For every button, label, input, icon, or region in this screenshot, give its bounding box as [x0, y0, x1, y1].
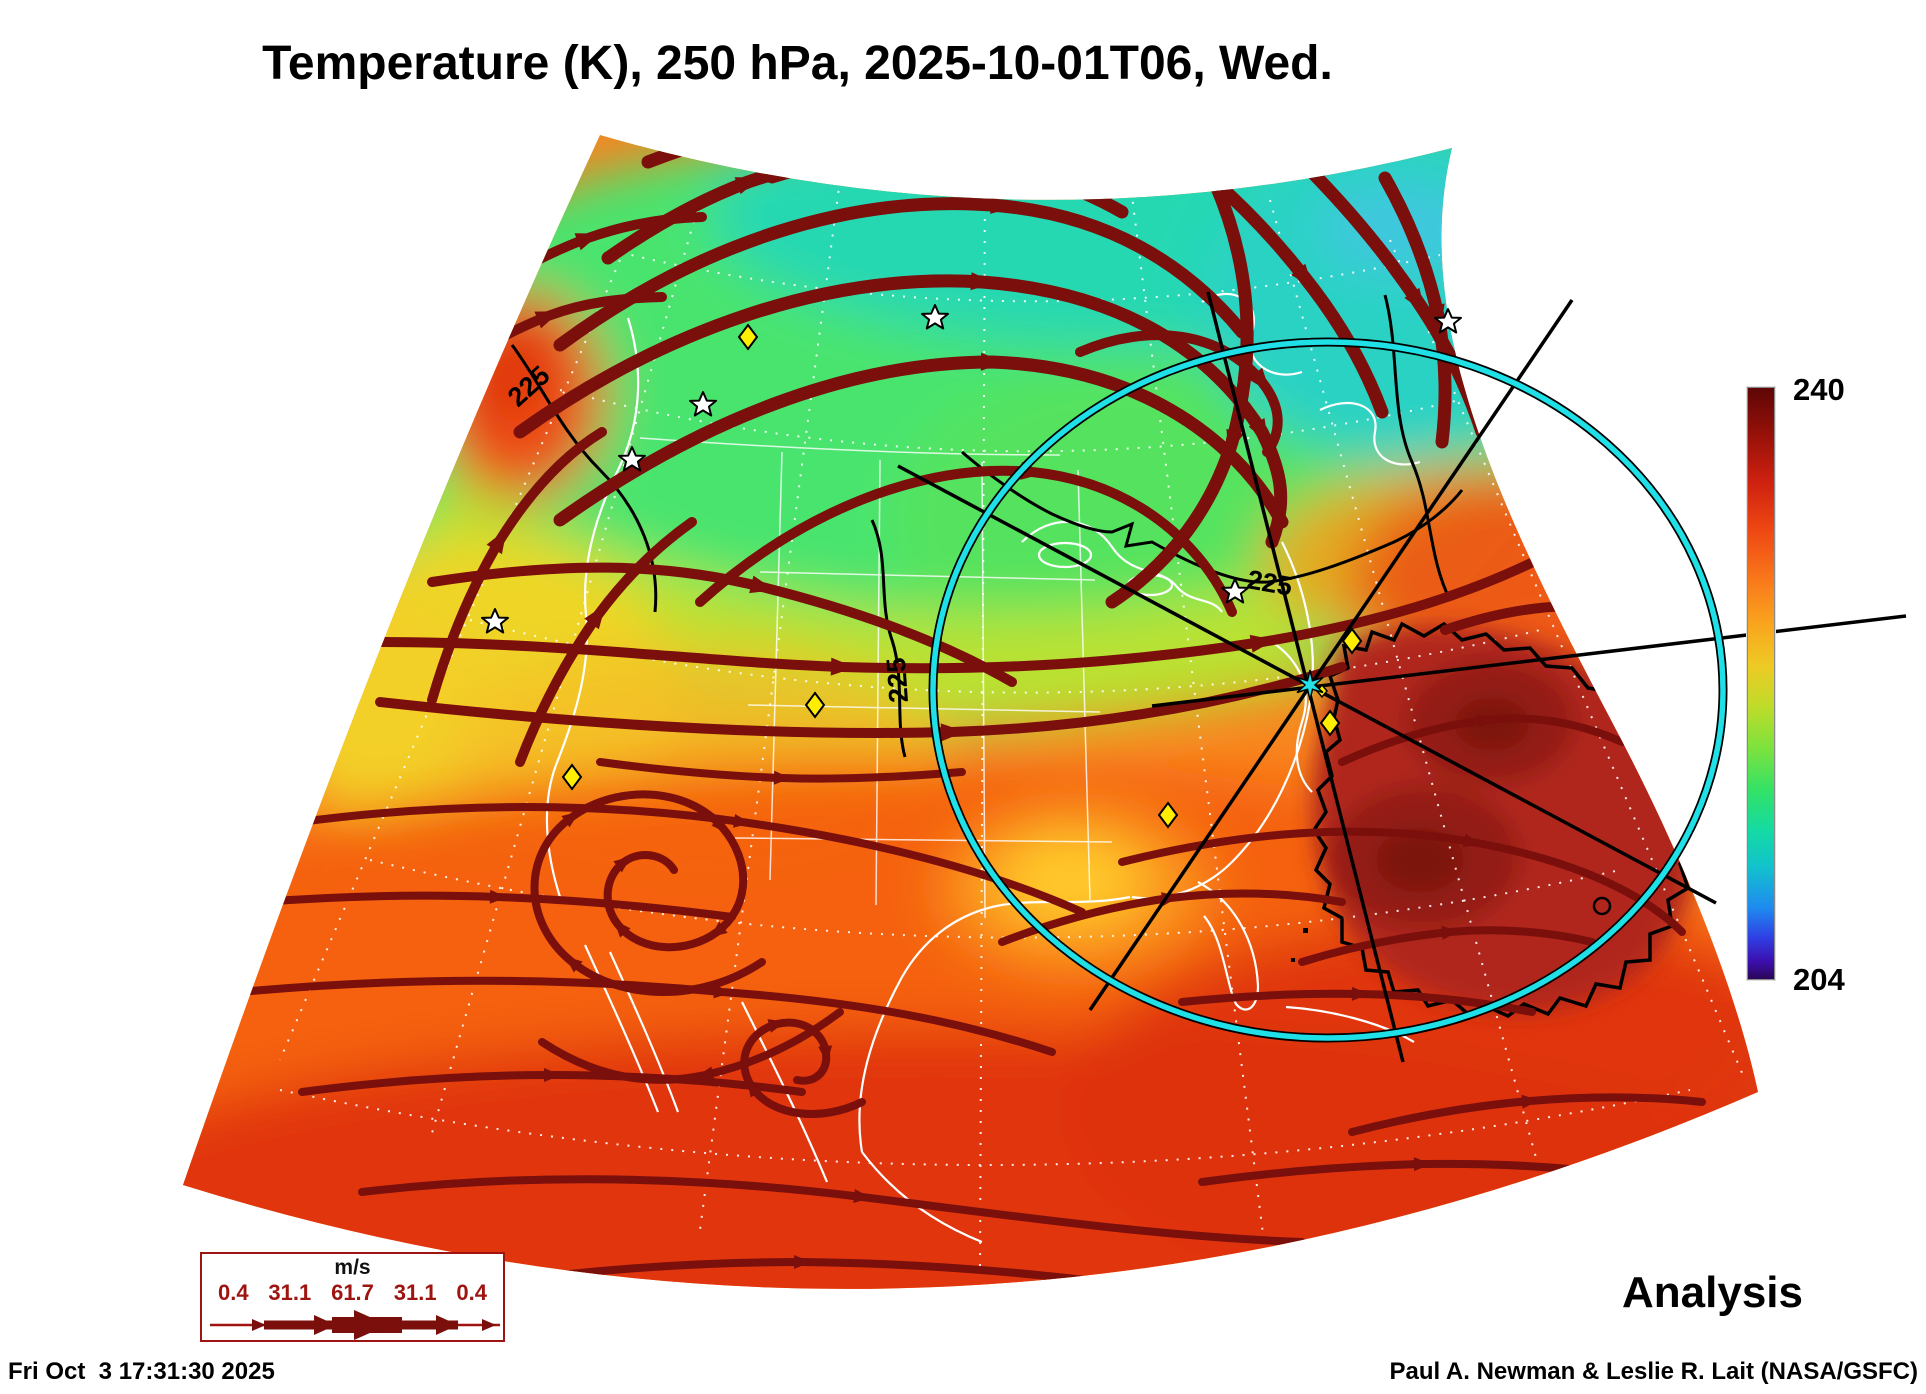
star-marker	[481, 608, 509, 634]
star-markers	[481, 304, 1462, 634]
range-ring	[928, 337, 1728, 1043]
diamond-marker	[1341, 627, 1363, 655]
diamond-marker	[1157, 801, 1179, 829]
contour-label-225-plains: 225	[881, 657, 914, 704]
streamlines	[236, 135, 1716, 1286]
diamond-marker	[1319, 709, 1341, 737]
temperature-field	[183, 135, 1758, 1289]
wind-legend-value: 31.1	[393, 1280, 437, 1305]
star-marker	[689, 391, 717, 417]
colorbar-max-label: 240	[1793, 372, 1845, 407]
diamond-marker	[561, 763, 583, 791]
credit-line: Paul A. Newman & Leslie R. Lait (NASA/GS…	[1389, 1358, 1918, 1385]
wind-legend-value: 0.4	[218, 1280, 249, 1305]
generation-timestamp: Fri Oct 3 17:31:30 2025	[8, 1358, 275, 1385]
temperature-colorbar	[1747, 387, 1775, 980]
diamond-marker	[804, 691, 826, 719]
warm-pool-southeast	[1312, 625, 1698, 1013]
star-marker	[921, 304, 949, 330]
wind-speed-glyph	[210, 1310, 500, 1340]
wind-legend-value: 31.1	[268, 1280, 312, 1305]
wind-legend-value: 0.4	[456, 1280, 487, 1305]
analysis-label: Analysis	[1622, 1268, 1803, 1317]
wind-legend-unit: m/s	[334, 1256, 371, 1279]
center-star-marker	[1296, 669, 1324, 701]
wind-legend-values: 0.4 31.1 61.7 31.1 0.4	[202, 1280, 503, 1306]
star-marker	[618, 446, 646, 472]
diamond-markers	[561, 323, 1363, 829]
colorbar-min-label: 204	[1793, 962, 1845, 997]
wind-legend-value: 61.7	[331, 1280, 374, 1305]
diamond-marker	[737, 323, 759, 351]
star-marker	[1434, 308, 1462, 334]
page-title: Temperature (K), 250 hPa, 2025-10-01T06,…	[262, 37, 1333, 90]
star-marker	[1221, 578, 1249, 604]
wind-speed-legend: m/s 0.4 31.1 61.7 31.1 0.4	[200, 1252, 505, 1342]
